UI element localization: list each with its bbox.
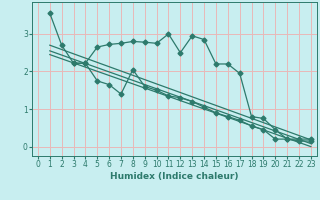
X-axis label: Humidex (Indice chaleur): Humidex (Indice chaleur)	[110, 172, 239, 181]
